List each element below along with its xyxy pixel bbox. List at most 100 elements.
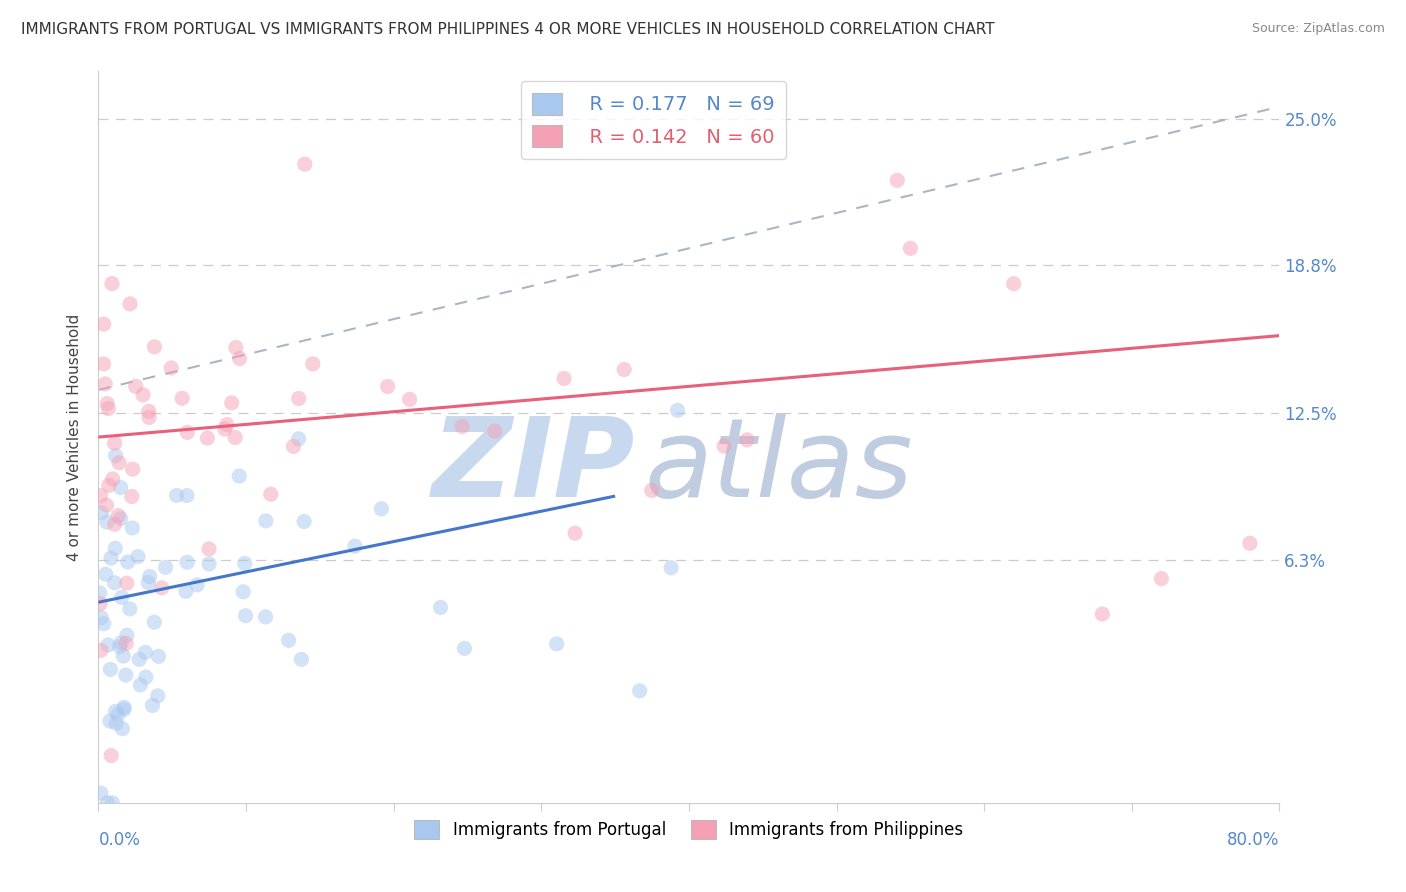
Point <box>121 462 143 476</box>
Point <box>287 432 309 446</box>
Point <box>138 410 160 425</box>
Point <box>1091 607 1114 621</box>
Legend: Immigrants from Portugal, Immigrants from Philippines: Immigrants from Portugal, Immigrants fro… <box>408 814 970 846</box>
Point <box>101 796 124 810</box>
Point <box>254 514 277 528</box>
Point <box>228 469 250 483</box>
Point <box>96 796 118 810</box>
Point <box>121 521 143 535</box>
Point <box>90 506 112 520</box>
Point <box>96 498 118 512</box>
Point <box>294 157 316 171</box>
Point <box>138 569 160 583</box>
Point <box>94 376 117 391</box>
Point <box>98 714 121 728</box>
Point <box>148 649 170 664</box>
Point <box>174 584 197 599</box>
Point <box>228 351 250 366</box>
Point <box>260 487 283 501</box>
Text: IMMIGRANTS FROM PORTUGAL VS IMMIGRANTS FROM PHILIPPINES 4 OR MORE VEHICLES IN HO: IMMIGRANTS FROM PORTUGAL VS IMMIGRANTS F… <box>21 22 994 37</box>
Point <box>735 433 758 447</box>
Point <box>104 541 127 556</box>
Point <box>292 515 315 529</box>
Point <box>641 483 664 498</box>
Point <box>713 439 735 453</box>
Point <box>150 581 173 595</box>
Point <box>370 501 392 516</box>
Point <box>484 424 506 438</box>
Point <box>110 481 132 495</box>
Point <box>90 610 112 624</box>
Point <box>155 560 177 574</box>
Point <box>254 610 277 624</box>
Point <box>301 357 323 371</box>
Point <box>900 241 922 255</box>
Point <box>1150 572 1173 586</box>
Point <box>115 576 138 591</box>
Point <box>103 517 125 532</box>
Point <box>93 616 115 631</box>
Point <box>128 652 150 666</box>
Text: Source: ZipAtlas.com: Source: ZipAtlas.com <box>1251 22 1385 36</box>
Point <box>127 549 149 564</box>
Point <box>111 591 134 605</box>
Point <box>101 472 124 486</box>
Y-axis label: 4 or more Vehicles in Household: 4 or more Vehicles in Household <box>66 313 82 561</box>
Point <box>553 371 575 385</box>
Point <box>198 557 221 571</box>
Point <box>93 317 115 331</box>
Point <box>143 340 166 354</box>
Point <box>111 722 134 736</box>
Point <box>132 388 155 402</box>
Point <box>613 362 636 376</box>
Point <box>118 602 141 616</box>
Point <box>89 597 111 611</box>
Point <box>104 449 127 463</box>
Point <box>97 478 120 492</box>
Point <box>186 578 208 592</box>
Point <box>224 430 246 444</box>
Point <box>118 297 141 311</box>
Point <box>96 515 118 529</box>
Point <box>197 431 219 445</box>
Point <box>104 704 127 718</box>
Point <box>628 683 651 698</box>
Point <box>138 404 160 418</box>
Point <box>112 702 135 716</box>
Point <box>277 633 299 648</box>
Point <box>1239 536 1261 550</box>
Point <box>129 678 152 692</box>
Point <box>283 439 305 453</box>
Point <box>136 575 159 590</box>
Point <box>1002 277 1025 291</box>
Point <box>100 551 122 566</box>
Point <box>103 575 125 590</box>
Point <box>104 436 127 450</box>
Point <box>176 489 198 503</box>
Point <box>94 567 117 582</box>
Point <box>117 555 139 569</box>
Point <box>166 488 188 502</box>
Point <box>215 417 238 432</box>
Point <box>214 422 236 436</box>
Point <box>233 557 256 571</box>
Point <box>287 392 309 406</box>
Point <box>98 662 121 676</box>
Point <box>110 512 132 526</box>
Point <box>97 638 120 652</box>
Point <box>143 615 166 630</box>
Point <box>107 508 129 523</box>
Point <box>225 341 247 355</box>
Point <box>97 401 120 416</box>
Point <box>160 360 183 375</box>
Point <box>398 392 420 407</box>
Point <box>89 586 111 600</box>
Point <box>564 526 586 541</box>
Point <box>121 490 143 504</box>
Point <box>100 748 122 763</box>
Point <box>108 456 131 470</box>
Point <box>141 698 163 713</box>
Point <box>134 645 156 659</box>
Point <box>114 668 136 682</box>
Point <box>659 561 682 575</box>
